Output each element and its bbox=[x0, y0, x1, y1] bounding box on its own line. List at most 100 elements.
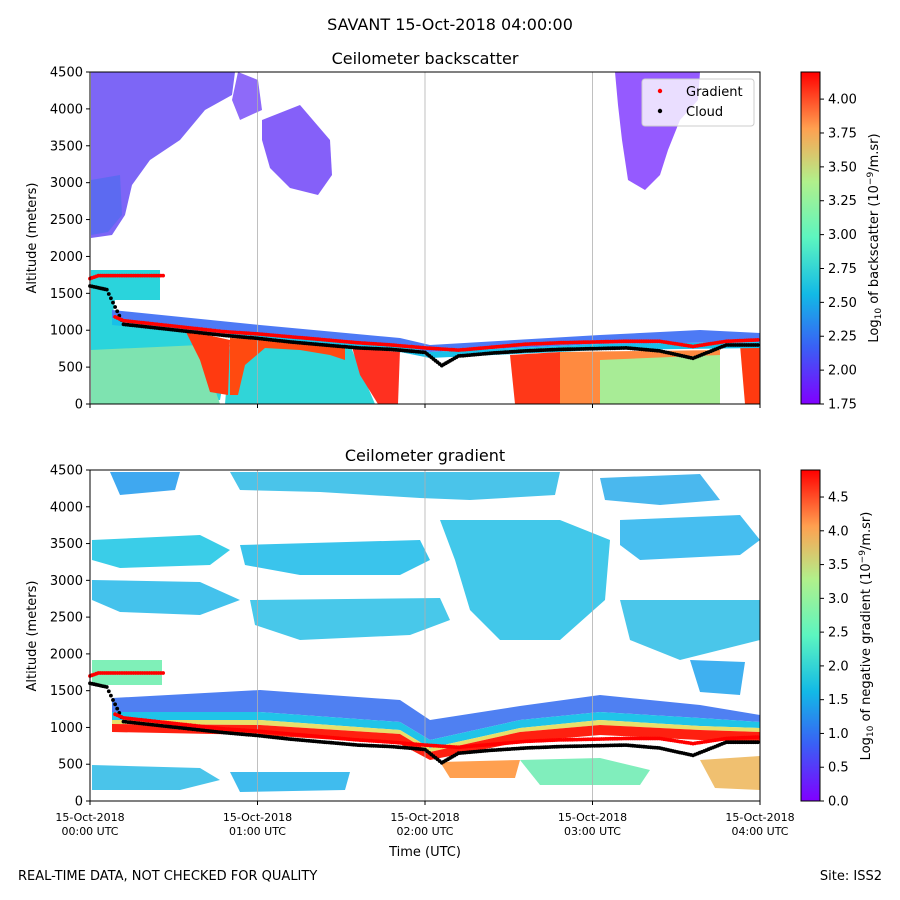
gradient-title: Ceilometer gradient bbox=[345, 446, 505, 465]
cloud-marker bbox=[755, 343, 760, 347]
y-tick-label: 0 bbox=[75, 398, 83, 413]
backscatter-markers bbox=[88, 273, 760, 368]
cloud-marker bbox=[104, 287, 109, 292]
x-tick-label-time: 04:00 UTC bbox=[731, 825, 788, 838]
cloud-marker bbox=[115, 309, 120, 314]
y-tick-label: 3000 bbox=[50, 176, 83, 191]
y-tick-label: 500 bbox=[58, 758, 83, 773]
x-tick-label-time: 00:00 UTC bbox=[61, 825, 118, 838]
cloud-marker bbox=[755, 740, 760, 745]
x-tick-label-date: 15-Oct-2018 bbox=[390, 811, 459, 824]
red-band-lower-left bbox=[185, 330, 230, 395]
colorbar-tick-label: 4.0 bbox=[828, 524, 849, 539]
y-tick-label: 0 bbox=[75, 795, 83, 810]
backscatter-y-axis: 0 500 1000 1500 2000 2500 3000 3500 4000 4500 bbox=[50, 66, 90, 413]
upper-cloud-patch bbox=[232, 72, 262, 120]
colorbar-tick-label: 2.25 bbox=[828, 330, 857, 345]
colorbar-tick-label: 2.00 bbox=[828, 364, 857, 379]
y-tick-label: 4000 bbox=[50, 102, 83, 117]
cloud-marker bbox=[113, 702, 117, 707]
boundary-layer-teal-mid bbox=[225, 345, 375, 404]
upper-cloud-center bbox=[262, 105, 332, 195]
gradient-blob-mid-left bbox=[92, 535, 230, 568]
legend-cloud-marker bbox=[657, 108, 663, 114]
gradient-blob-top-right bbox=[600, 474, 720, 505]
y-tick-label: 2000 bbox=[50, 647, 83, 662]
gradient-marker bbox=[755, 735, 760, 739]
colorbar-tick-label: 0.5 bbox=[828, 761, 849, 776]
gradient-marker bbox=[755, 338, 760, 342]
y-tick-label: 1000 bbox=[50, 324, 83, 339]
cloud-marker bbox=[111, 698, 115, 702]
gradient-colorbar bbox=[800, 469, 821, 802]
gradient-heatmap bbox=[92, 472, 760, 792]
x-tick-label-date: 15-Oct-2018 bbox=[223, 811, 292, 824]
gradient-blob-low-left bbox=[92, 765, 220, 790]
colorbar-tick-label: 0.0 bbox=[828, 795, 849, 810]
backscatter-panel: Ceilometer backscatter 0 bbox=[25, 49, 884, 413]
colorbar-tick-label: 3.5 bbox=[828, 558, 849, 573]
cloud-marker bbox=[106, 689, 111, 694]
colorbar-tick-label: 3.25 bbox=[828, 194, 857, 209]
backscatter-colorbar bbox=[800, 71, 821, 405]
x-tick-label-time: 01:00 UTC bbox=[229, 825, 286, 838]
y-tick-label: 4500 bbox=[50, 66, 83, 81]
red-band-center-right bbox=[350, 340, 400, 404]
gradient-blob-low-green bbox=[520, 758, 650, 785]
red-band-center bbox=[230, 338, 345, 395]
cloud-marker bbox=[109, 693, 113, 698]
backscatter-x-ticks bbox=[89, 404, 761, 408]
colorbar-tick-label: 4.00 bbox=[828, 93, 857, 108]
colorbar-tick-label: 2.50 bbox=[828, 296, 857, 311]
y-tick-label: 3500 bbox=[50, 537, 83, 552]
colorbar-tick-label: 1.75 bbox=[828, 398, 857, 413]
quality-note: REAL-TIME DATA, NOT CHECKED FOR QUALITY bbox=[18, 869, 318, 884]
colorbar-tick-label: 2.75 bbox=[828, 262, 857, 277]
colorbar-tick-label: 2.0 bbox=[828, 659, 849, 674]
gradient-blob-top-center bbox=[230, 472, 560, 500]
backscatter-colorbar-ticks: 1.75 2.00 2.25 2.50 2.75 3.00 3.25 3.50 3.75 4.00 bbox=[820, 93, 857, 413]
gradient-marker bbox=[161, 273, 166, 278]
cloud-marker bbox=[104, 685, 109, 689]
red-band-right bbox=[510, 352, 560, 404]
legend: Gradient Cloud bbox=[641, 78, 755, 127]
y-tick-label: 500 bbox=[58, 361, 83, 376]
gradient-colorbar-label: Log10 of negative gradient (10−9/m.sr) bbox=[858, 512, 876, 761]
y-tick-label: 3000 bbox=[50, 574, 83, 589]
gradient-blob-far-right bbox=[690, 660, 745, 695]
gradient-blob-top-left bbox=[110, 472, 180, 495]
colorbar-tick-label: 3.00 bbox=[828, 228, 857, 243]
y-tick-label: 4000 bbox=[50, 500, 83, 515]
upper-cloud-left-blue bbox=[91, 175, 122, 235]
gradient-blob-low-right bbox=[700, 756, 760, 790]
gradient-layer-blue bbox=[112, 690, 760, 740]
x-tick-label-date: 15-Oct-2018 bbox=[558, 811, 627, 824]
colorbar-tick-label: 3.75 bbox=[828, 126, 857, 141]
colorbar-tick-label: 1.0 bbox=[828, 727, 849, 742]
backscatter-y-label: Altitude (meters) bbox=[25, 183, 40, 294]
cloud-marker bbox=[109, 296, 113, 301]
x-axis-label: Time (UTC) bbox=[388, 845, 461, 860]
colorbar-tick-label: 4.5 bbox=[828, 491, 849, 506]
x-tick-label-date: 15-Oct-2018 bbox=[55, 811, 124, 824]
backscatter-title: Ceilometer backscatter bbox=[332, 49, 519, 68]
red-zone-far-right bbox=[740, 345, 760, 404]
boundary-layer-green bbox=[91, 345, 220, 404]
gradient-blob-center-band bbox=[250, 598, 450, 640]
upper-cloud-left bbox=[91, 72, 235, 238]
legend-box bbox=[641, 78, 755, 127]
legend-cloud-label: Cloud bbox=[686, 105, 723, 120]
cloud-marker bbox=[106, 292, 111, 296]
y-tick-label: 4500 bbox=[50, 464, 83, 479]
gradient-panel: Ceilometer gradient bbox=[25, 446, 876, 860]
gradient-colorbar-ticks: 0.0 0.5 1.0 1.5 2.0 2.5 3.0 3.5 4.0 4.5 bbox=[820, 491, 849, 810]
y-tick-label: 1500 bbox=[50, 287, 83, 302]
gradient-markers bbox=[88, 671, 760, 765]
colorbar-tick-label: 3.0 bbox=[828, 592, 849, 607]
cloud-marker bbox=[115, 706, 120, 711]
x-tick-label-time: 02:00 UTC bbox=[396, 825, 453, 838]
gradient-y-axis: 0 500 1000 1500 2000 2500 3000 3500 4000 4500 bbox=[50, 464, 90, 810]
backscatter-heatmap bbox=[91, 72, 760, 404]
